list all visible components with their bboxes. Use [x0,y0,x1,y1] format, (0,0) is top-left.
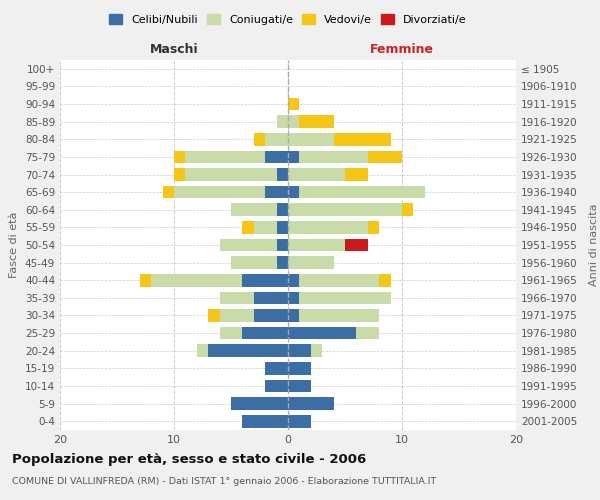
Bar [368,150,402,163]
Bar [288,150,299,163]
Bar [242,274,288,286]
Text: Maschi: Maschi [149,44,199,57]
Bar [231,256,277,269]
Bar [174,168,185,181]
Bar [151,274,242,286]
Bar [140,274,151,286]
Bar [277,256,288,269]
Bar [265,150,288,163]
Bar [299,116,334,128]
Bar [288,186,299,198]
Legend: Celibi/Nubili, Coniugati/e, Vedovi/e, Divorziati/e: Celibi/Nubili, Coniugati/e, Vedovi/e, Di… [109,14,467,24]
Bar [356,327,379,340]
Bar [311,344,322,357]
Text: Femmine: Femmine [370,44,434,57]
Bar [254,309,288,322]
Bar [288,221,368,234]
Bar [242,221,254,234]
Bar [231,204,277,216]
Bar [174,186,265,198]
Bar [288,274,299,286]
Y-axis label: Fasce di età: Fasce di età [10,212,19,278]
Bar [231,397,288,410]
Bar [299,292,391,304]
Bar [185,150,265,163]
Bar [288,292,299,304]
Bar [368,221,379,234]
Bar [288,204,402,216]
Bar [254,133,265,145]
Bar [288,116,299,128]
Bar [288,344,311,357]
Bar [220,292,254,304]
Bar [299,274,379,286]
Bar [265,186,288,198]
Bar [208,309,220,322]
Bar [288,98,299,110]
Bar [254,292,288,304]
Bar [288,397,334,410]
Bar [345,238,368,252]
Bar [379,274,391,286]
Bar [220,238,277,252]
Text: COMUNE DI VALLINFREDA (RM) - Dati ISTAT 1° gennaio 2006 - Elaborazione TUTTITALI: COMUNE DI VALLINFREDA (RM) - Dati ISTAT … [12,478,436,486]
Bar [242,415,288,428]
Bar [288,380,311,392]
Bar [254,221,277,234]
Bar [288,256,334,269]
Bar [288,362,311,374]
Bar [220,309,254,322]
Bar [299,150,368,163]
Bar [334,133,391,145]
Bar [288,309,299,322]
Bar [402,204,413,216]
Bar [299,309,379,322]
Bar [288,238,345,252]
Bar [277,238,288,252]
Bar [277,168,288,181]
Bar [288,133,334,145]
Text: Popolazione per età, sesso e stato civile - 2006: Popolazione per età, sesso e stato civil… [12,452,366,466]
Bar [277,204,288,216]
Y-axis label: Anni di nascita: Anni di nascita [589,204,599,286]
Bar [288,327,356,340]
Bar [265,380,288,392]
Bar [242,327,288,340]
Bar [288,415,311,428]
Bar [163,186,174,198]
Bar [345,168,368,181]
Bar [265,362,288,374]
Bar [299,186,425,198]
Bar [277,221,288,234]
Bar [174,150,185,163]
Bar [265,133,288,145]
Bar [288,168,345,181]
Bar [220,327,242,340]
Bar [277,116,288,128]
Bar [185,168,277,181]
Bar [197,344,208,357]
Bar [208,344,288,357]
